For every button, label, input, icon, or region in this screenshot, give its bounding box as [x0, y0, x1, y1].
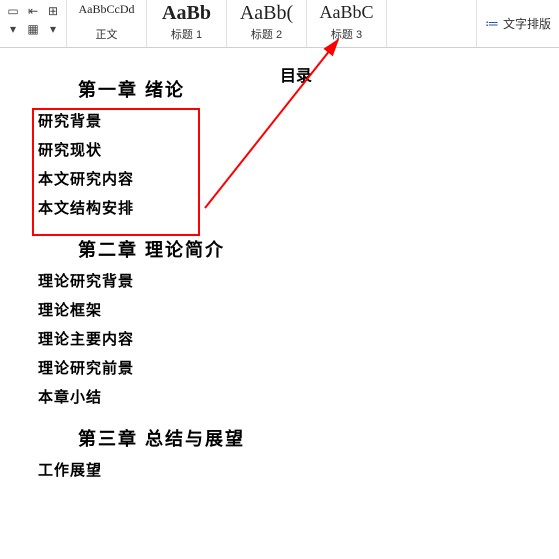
section-item: 本文结构安排 [38, 197, 559, 218]
border-icon[interactable]: ▭ [6, 4, 20, 18]
document-body: 第一章 绪论 研究背景 研究现状 本文研究内容 本文结构安排 第二章 理论简介 … [0, 58, 559, 488]
style-preview: AaBbCcDd [69, 2, 144, 24]
ribbon: ▭ ⇤ ⊞ ▾ ▦ ▾ AaBbCcDd 正文 AaBb 标题 1 AaBb( … [0, 0, 559, 48]
chapter-items: 研究背景 研究现状 本文研究内容 本文结构安排 [38, 110, 559, 218]
text-layout-button[interactable]: ≔ 文字排版 [476, 0, 559, 47]
section-item: 理论研究前景 [38, 357, 559, 378]
section-item: 研究现状 [38, 139, 559, 160]
ribbon-row-1: ▭ ⇤ ⊞ [6, 4, 60, 18]
style-label: 标题 1 [149, 26, 224, 42]
style-heading-3[interactable]: AaBbC 标题 3 [307, 0, 387, 47]
text-layout-label: 文字排版 [503, 15, 551, 32]
ribbon-paragraph-group: ▭ ⇤ ⊞ ▾ ▦ ▾ [0, 0, 67, 47]
style-heading-1[interactable]: AaBb 标题 1 [147, 0, 227, 47]
chapter-title: 第二章 理论简介 [78, 236, 559, 262]
text-layout-icon: ≔ [485, 15, 499, 32]
columns-icon[interactable]: ⊞ [46, 4, 60, 18]
chapter-title: 第三章 总结与展望 [78, 425, 559, 451]
style-label: 正文 [69, 26, 144, 42]
style-label: 标题 3 [309, 26, 384, 42]
style-preview: AaBb( [229, 2, 304, 24]
indent-icon[interactable]: ⇤ [26, 4, 40, 18]
style-label: 标题 2 [229, 26, 304, 42]
style-normal[interactable]: AaBbCcDd 正文 [67, 0, 147, 47]
shading-icon[interactable]: ▾ [6, 22, 20, 36]
style-gallery: AaBbCcDd 正文 AaBb 标题 1 AaBb( 标题 2 AaBbC 标… [67, 0, 387, 47]
section-item: 本章小结 [38, 386, 559, 407]
section-item: 研究背景 [38, 110, 559, 131]
section-item: 理论主要内容 [38, 328, 559, 349]
dropdown-icon[interactable]: ▾ [46, 22, 60, 36]
chapter-items: 理论研究背景 理论框架 理论主要内容 理论研究前景 本章小结 [38, 270, 559, 407]
ribbon-row-2: ▾ ▦ ▾ [6, 22, 60, 36]
section-item: 工作展望 [38, 459, 559, 480]
chapter-items: 工作展望 [38, 459, 559, 480]
style-preview: AaBb [149, 2, 224, 24]
section-item: 理论框架 [38, 299, 559, 320]
grid-icon[interactable]: ▦ [26, 22, 40, 36]
section-item: 理论研究背景 [38, 270, 559, 291]
style-heading-2[interactable]: AaBb( 标题 2 [227, 0, 307, 47]
style-preview: AaBbC [309, 2, 384, 24]
chapter-title: 第一章 绪论 [78, 76, 559, 102]
section-item: 本文研究内容 [38, 168, 559, 189]
